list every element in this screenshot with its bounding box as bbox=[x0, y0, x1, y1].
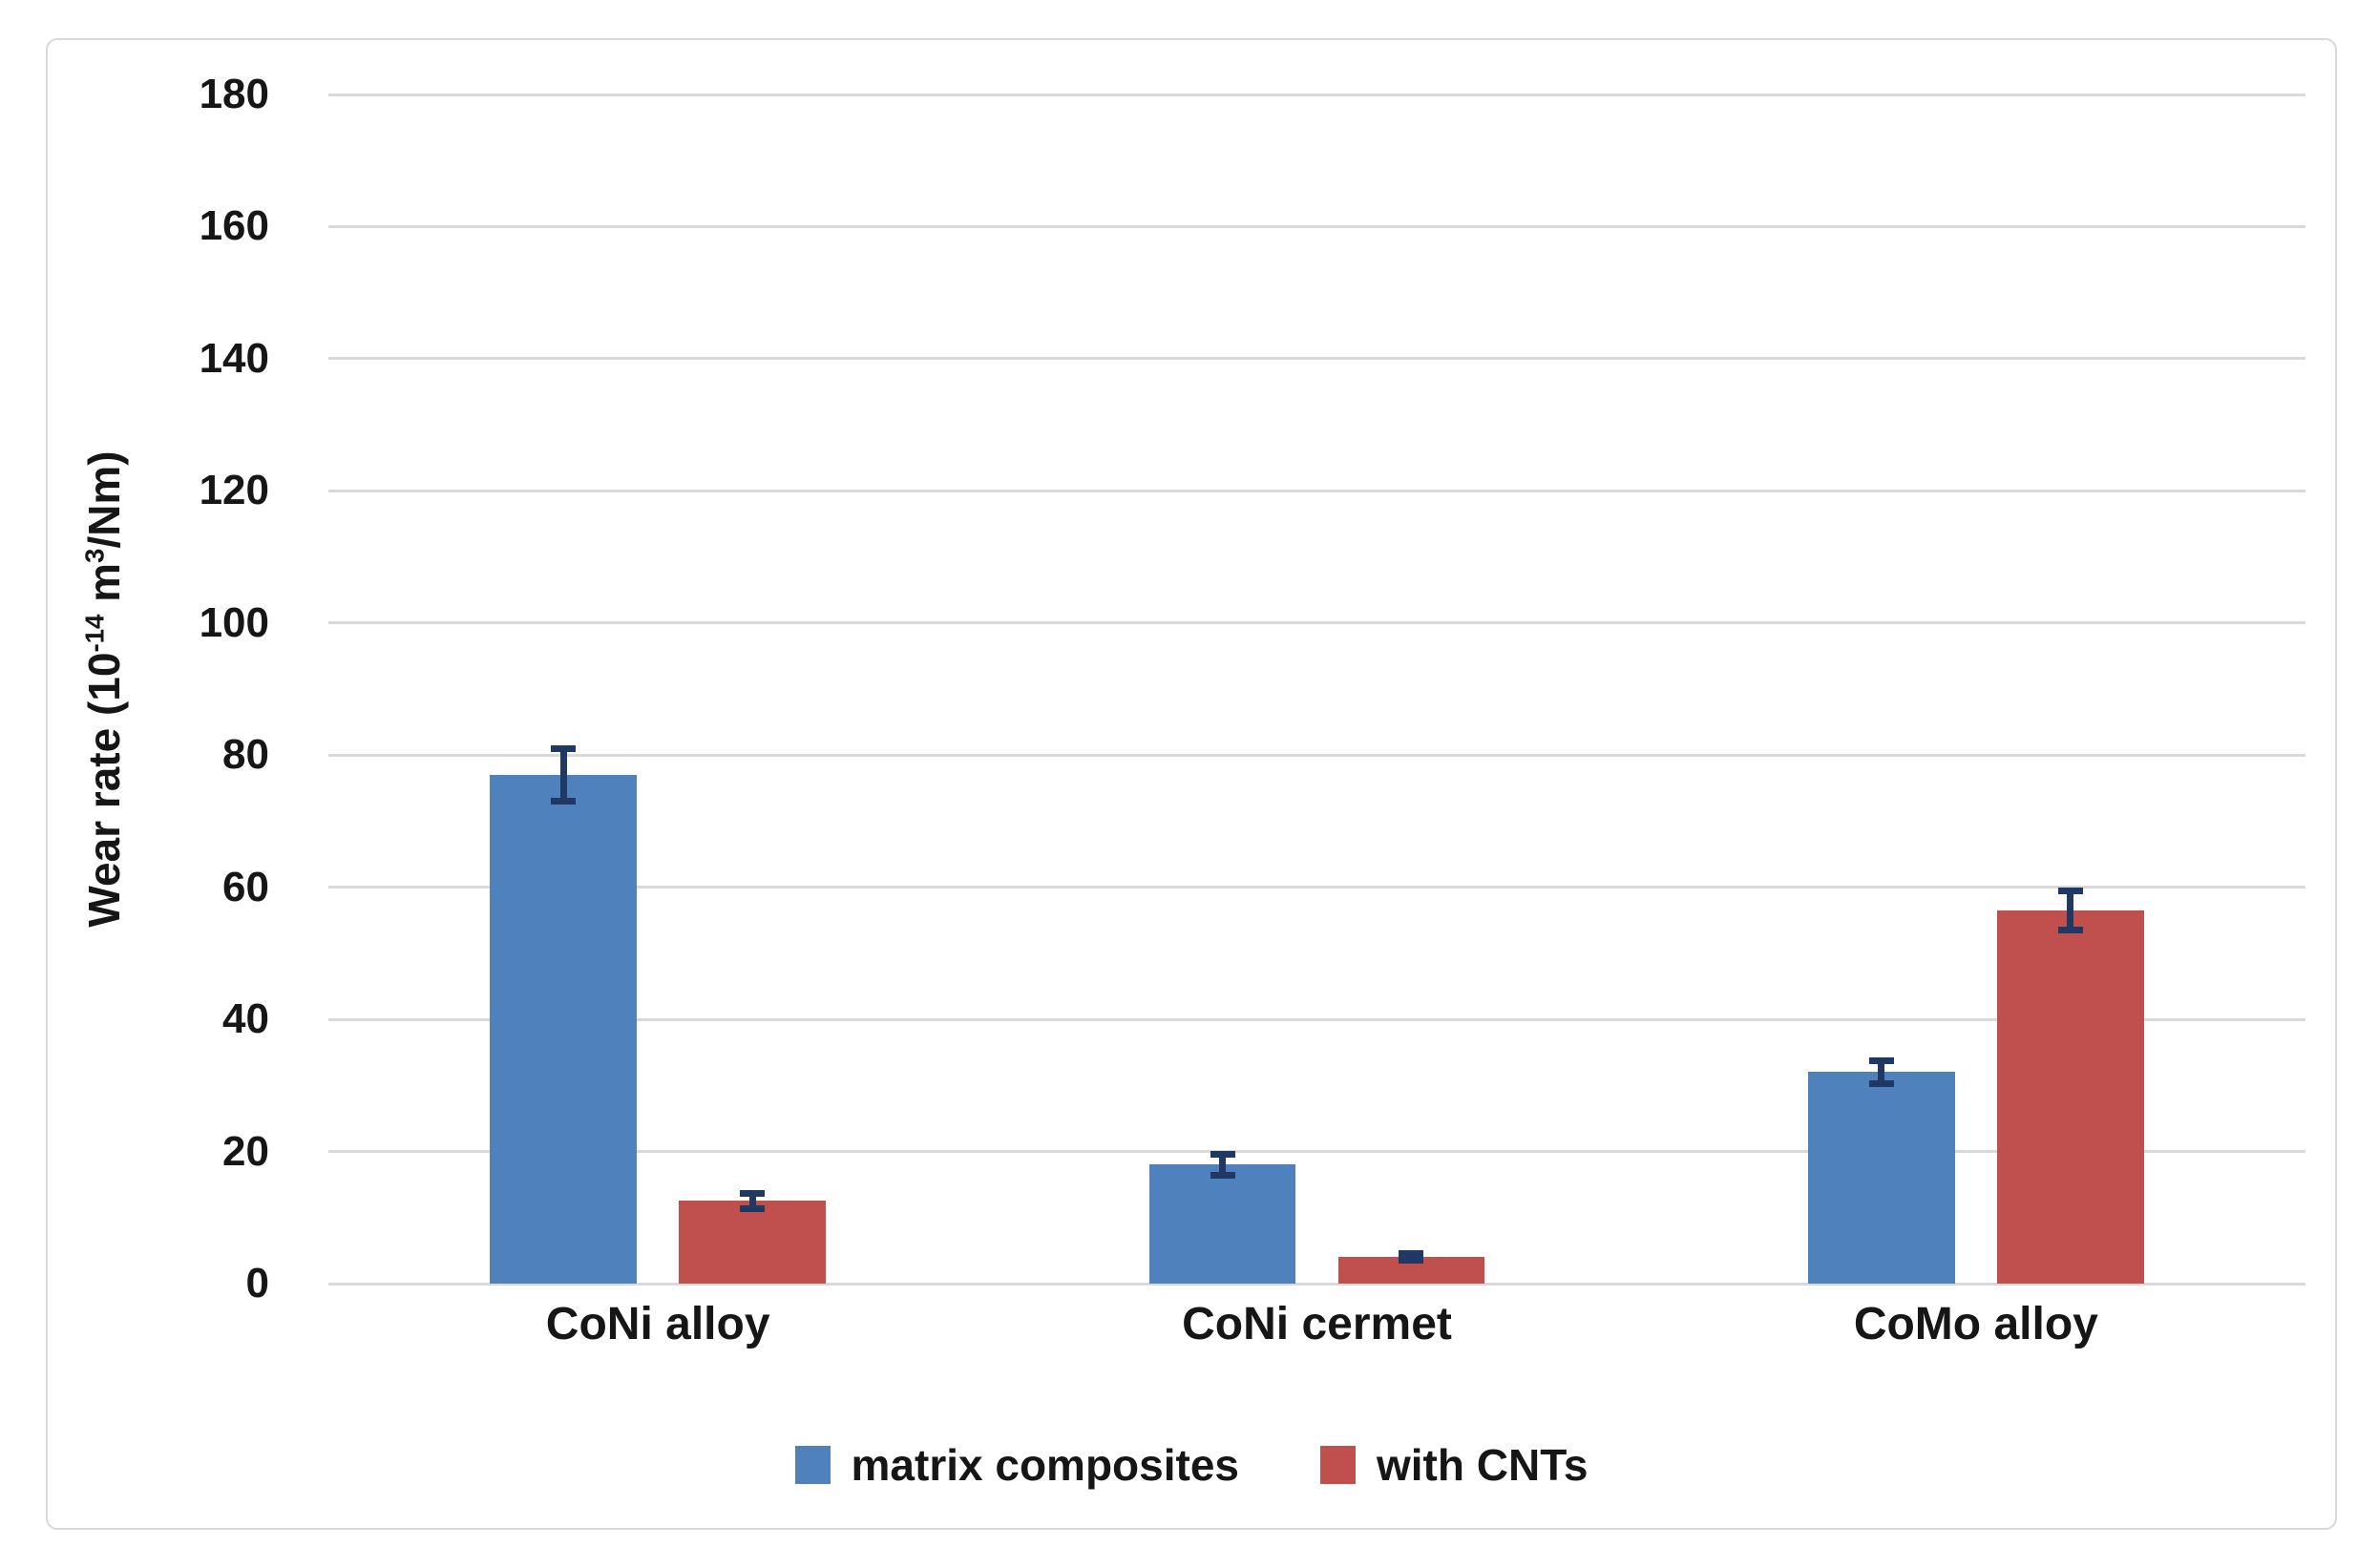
x-category-label: CoNi cermet bbox=[1182, 1299, 1452, 1349]
bar-with-cnts bbox=[679, 1201, 826, 1284]
y-tick-label: 100 bbox=[199, 598, 269, 646]
y-axis-ticks: 0 20 40 60 80 100 120 140 160 180 bbox=[48, 71, 269, 1307]
error-bar-cap bbox=[740, 1189, 766, 1197]
bar-matrix-composites bbox=[490, 774, 638, 1284]
y-tick-label: 120 bbox=[199, 467, 269, 514]
gridline bbox=[328, 1282, 2305, 1286]
gridline bbox=[328, 357, 2305, 361]
error-bar-cap bbox=[1210, 1150, 1235, 1158]
gridline bbox=[328, 753, 2305, 757]
y-tick-label: 180 bbox=[199, 71, 269, 117]
bar-matrix-composites bbox=[1808, 1072, 1955, 1284]
error-bar-cap bbox=[740, 1205, 766, 1213]
error-bar-cap bbox=[2057, 887, 2083, 894]
legend-item: with CNTs bbox=[1320, 1441, 1588, 1489]
x-category-label: CoMo alloy bbox=[1853, 1299, 2098, 1349]
legend-item: matrix composites bbox=[794, 1440, 1239, 1490]
error-bar bbox=[1878, 1060, 1885, 1084]
chart-frame: Wear rate (10-14 m3/Nm) 0 20 40 60 80 100 120 1… bbox=[46, 38, 2337, 1530]
error-bar bbox=[1219, 1154, 1227, 1176]
error-bar bbox=[748, 1193, 756, 1209]
legend-label: matrix composites bbox=[851, 1440, 1239, 1490]
error-bar-cap bbox=[1868, 1056, 1894, 1064]
bar-with-cnts bbox=[1996, 909, 2144, 1284]
bar-matrix-composites bbox=[1148, 1164, 1296, 1284]
legend-label: with CNTs bbox=[1377, 1440, 1589, 1490]
error-bar-cap bbox=[1210, 1171, 1235, 1179]
y-tick-label: 80 bbox=[222, 731, 269, 779]
legend-swatch bbox=[794, 1446, 831, 1484]
x-category-label: CoNi alloy bbox=[545, 1299, 770, 1349]
gridline bbox=[328, 886, 2305, 889]
y-tick-label: 140 bbox=[199, 334, 269, 382]
y-tick-label: 160 bbox=[199, 202, 269, 250]
plot-area bbox=[328, 93, 2305, 1286]
y-tick-label: 60 bbox=[222, 863, 269, 910]
error-bar-cap bbox=[2057, 927, 2083, 934]
legend-swatch bbox=[1320, 1446, 1356, 1484]
legend: matrix composites with CNTs bbox=[48, 1441, 2335, 1489]
y-tick-label: 0 bbox=[245, 1260, 269, 1307]
gridline bbox=[328, 1150, 2305, 1154]
y-tick-label: 20 bbox=[222, 1127, 269, 1175]
error-bar-cap bbox=[1868, 1080, 1894, 1088]
gridline bbox=[328, 621, 2305, 625]
gridline bbox=[328, 1017, 2305, 1021]
gridline bbox=[328, 489, 2305, 492]
error-bar-cap bbox=[551, 744, 577, 752]
error-bar bbox=[2067, 890, 2074, 930]
gridline bbox=[328, 224, 2305, 228]
error-bar-cap bbox=[551, 798, 577, 805]
error-bar-cap bbox=[1399, 1257, 1424, 1265]
y-tick-label: 40 bbox=[222, 995, 269, 1043]
gridline bbox=[328, 93, 2305, 96]
x-axis-labels: CoNi alloy CoNi cermet CoMo alloy bbox=[328, 1298, 2305, 1374]
error-bar-cap bbox=[1399, 1250, 1424, 1258]
error-bar bbox=[559, 748, 567, 802]
